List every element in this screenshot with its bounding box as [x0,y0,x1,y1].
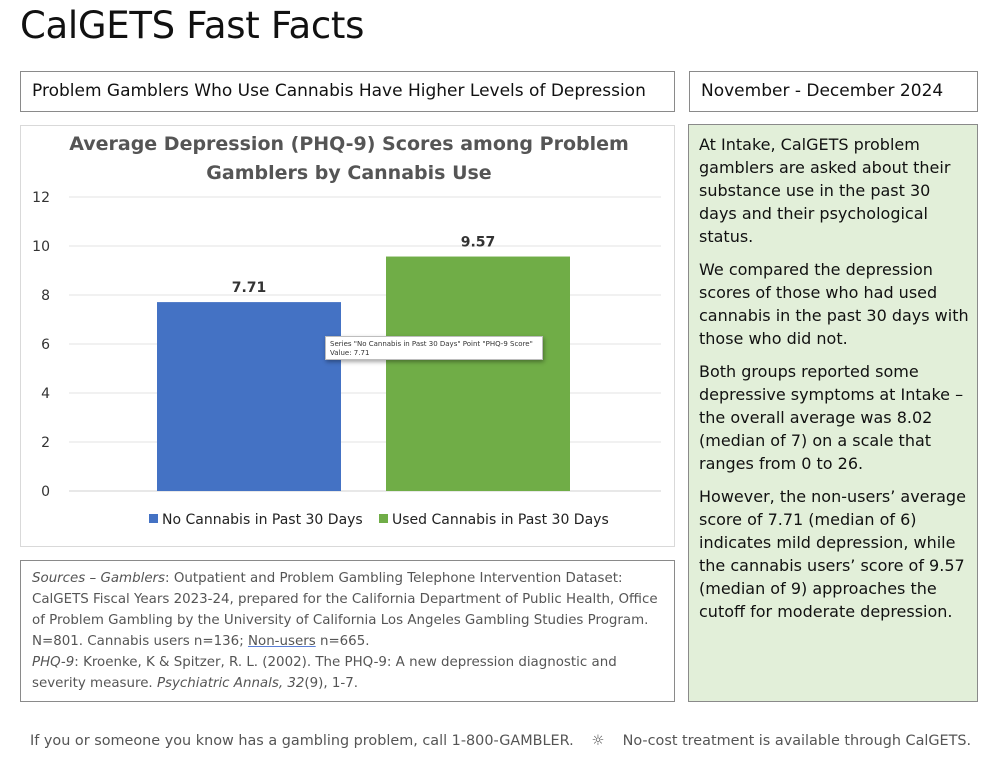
legend-label-2: Used Cannabis in Past 30 Days [392,512,609,528]
journal-name: Psychiatric Annals, 32 [156,676,305,691]
chart-title-line-1: Average Depression (PHQ-9) Scores among … [69,133,629,155]
chart-title-line-2: Gamblers by Cannabis Use [206,162,491,184]
side-paragraph-3: Both groups reported some depressive sym… [699,362,964,473]
journal-pages: , 1-7. [323,676,358,691]
legend-swatch-2 [379,514,388,523]
subtitle-text: Problem Gamblers Who Use Cannabis Have H… [32,81,646,101]
sources-body: : Outpatient and Problem Gambling Teleph… [32,571,658,649]
tooltip-line-2: Value: 7.71 [330,349,370,357]
side-paragraph-1: At Intake, CalGETS problem gamblers are … [699,135,951,246]
bar-chart[interactable]: Average Depression (PHQ-9) Scores among … [21,126,676,548]
date-range-box: November - December 2024 [689,71,978,112]
sun-icon: ☼ [591,733,605,749]
side-paragraph-2: We compared the depression scores of tho… [699,260,969,348]
sources-box: Sources – Gamblers: Outpatient and Probl… [20,560,675,702]
data-label-1: 7.71 [232,280,267,296]
tooltip-line-1: Series "No Cannabis in Past 30 Days" Poi… [330,340,533,348]
page-title: CalGETS Fast Facts [20,4,365,47]
side-panel: At Intake, CalGETS problem gamblers are … [688,124,978,702]
y-tick-label: 12 [32,190,50,206]
side-panel-content: At Intake, CalGETS problem gamblers are … [699,133,971,633]
footer-right: No-cost treatment is available through C… [622,733,972,749]
chart-area[interactable]: Average Depression (PHQ-9) Scores among … [20,125,675,547]
chart-tooltip: Series "No Cannabis in Past 30 Days" Poi… [325,336,543,360]
sources-body-2: n=665. [315,634,370,649]
journal-issue: (9) [304,676,324,691]
y-tick-label: 6 [41,337,50,353]
footer: If you or someone you know has a gamblin… [30,733,971,749]
bar-2[interactable] [386,256,570,491]
y-tick-label: 2 [41,435,50,451]
sources-text: Sources – Gamblers: Outpatient and Probl… [32,568,662,694]
bar-1[interactable] [157,302,341,491]
legend-swatch-1 [149,514,158,523]
side-paragraph-4: However, the non-users’ average score of… [699,487,966,621]
subtitle-box: Problem Gamblers Who Use Cannabis Have H… [20,71,675,112]
y-tick-label: 8 [41,288,50,304]
data-label-2: 9.57 [461,235,496,251]
y-tick-label: 0 [41,484,50,500]
non-users-term: Non-users [247,634,316,649]
y-tick-label: 10 [32,239,50,255]
phq9-citation: : Kroenke, K & Spitzer, R. L. (2002). Th… [32,655,617,691]
legend-label-1: No Cannabis in Past 30 Days [162,512,363,528]
date-range-text: November - December 2024 [701,81,944,101]
phq9-label: PHQ-9 [32,655,75,670]
sources-label: Sources – Gamblers [32,571,166,586]
y-tick-label: 4 [41,386,50,402]
footer-left: If you or someone you know has a gamblin… [30,733,574,749]
